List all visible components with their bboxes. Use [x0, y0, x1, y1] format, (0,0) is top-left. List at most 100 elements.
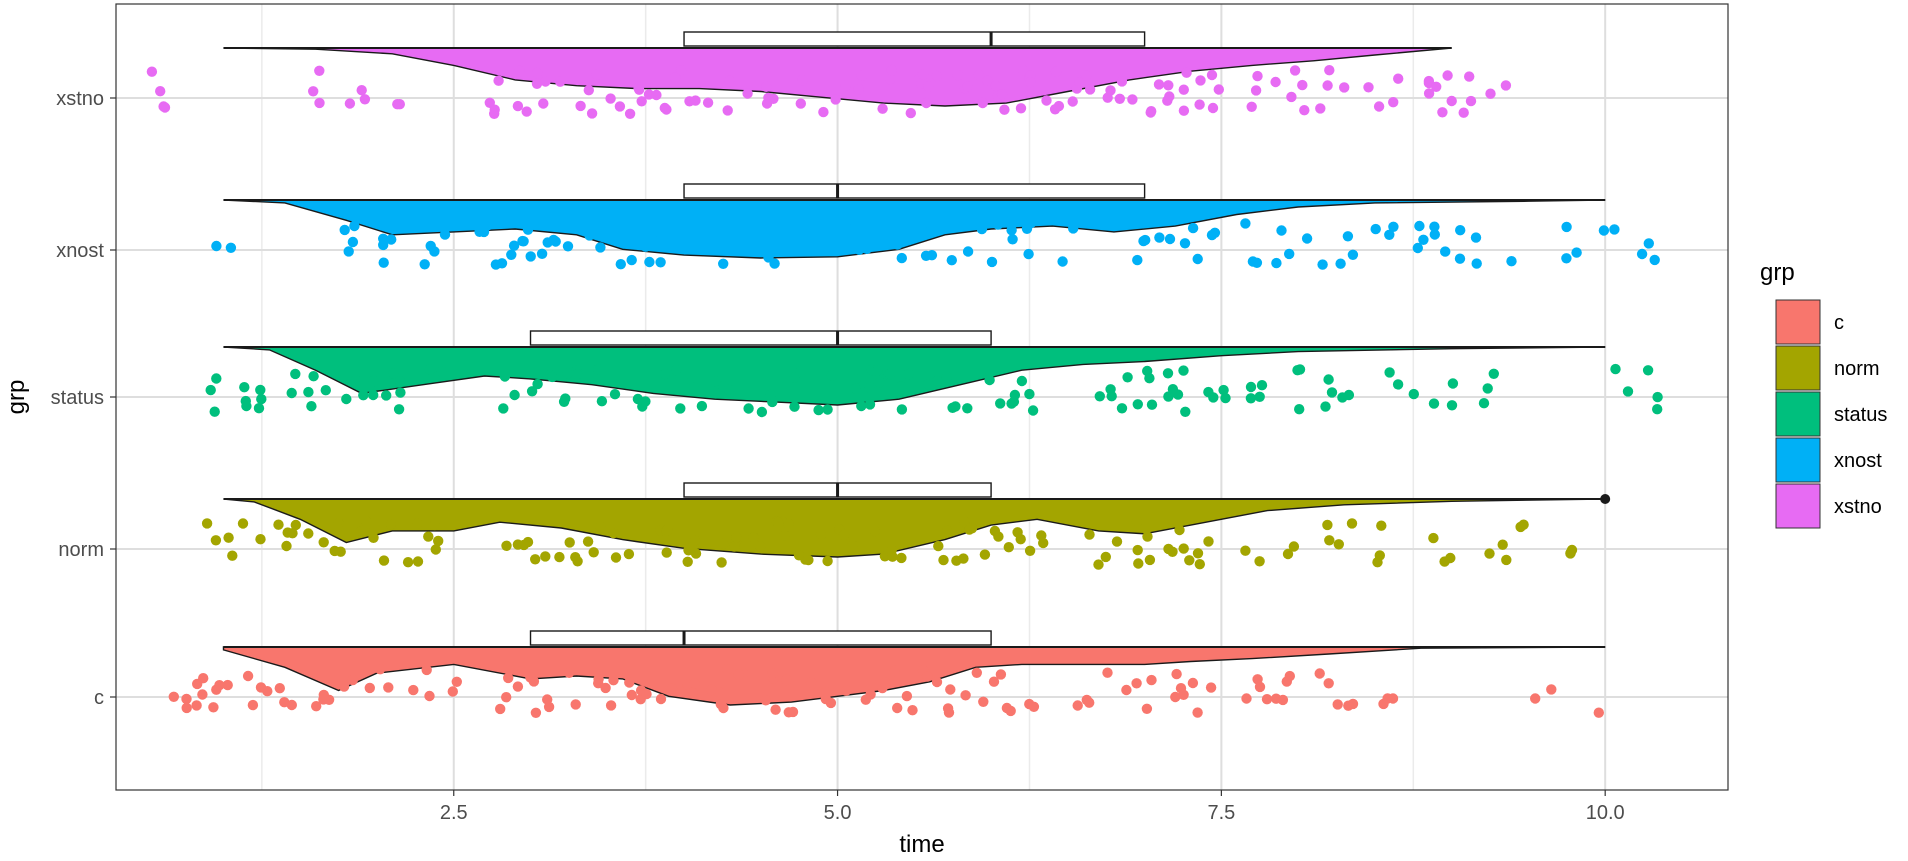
jitter-point [588, 547, 599, 558]
legend-label-c: c [1834, 312, 1844, 334]
jitter-point [789, 401, 800, 412]
jitter-point [512, 681, 524, 692]
jitter-point [1333, 539, 1345, 550]
jitter-point [999, 104, 1010, 115]
jitter-point [1187, 222, 1199, 234]
jitter-point [1138, 235, 1149, 247]
jitter-point [247, 699, 259, 711]
jitter-point [850, 383, 861, 394]
jitter-point [902, 224, 913, 236]
y-tick-label: xstno [56, 88, 104, 110]
jitter-point [287, 528, 298, 539]
jitter-point [1132, 254, 1143, 266]
jitter-point [610, 552, 622, 563]
jitter-point [572, 369, 583, 380]
jitter-point [209, 406, 220, 417]
jitter-point [995, 398, 1006, 409]
jitter-point [1423, 75, 1435, 87]
jitter-point [210, 535, 222, 546]
jitter-point [262, 686, 273, 697]
jitter-point [977, 97, 988, 109]
jitter-point [1015, 103, 1027, 114]
jitter-point [347, 674, 358, 686]
jitter-point [659, 368, 671, 380]
jitter-point [1384, 367, 1395, 378]
jitter-point [421, 664, 432, 676]
jitter-point [343, 246, 354, 257]
jitter-point [378, 257, 389, 268]
jitter-point [825, 223, 836, 234]
jitter-point [1220, 392, 1231, 404]
jitter-point [661, 547, 672, 558]
jitter-point [892, 702, 903, 714]
jitter-point [1446, 400, 1458, 411]
jitter-point [205, 384, 216, 396]
jitter-point [394, 376, 406, 387]
jitter-point [1050, 66, 1062, 77]
jitter-point [783, 518, 794, 530]
jitter-points [146, 64, 1663, 718]
jitter-point [359, 94, 371, 105]
jitter-point [818, 106, 829, 118]
jitter-point [895, 381, 907, 392]
jitter-point [757, 217, 769, 228]
jitter-point [1315, 103, 1326, 114]
jitter-point [447, 686, 458, 697]
jitter-point [706, 218, 718, 229]
legend-items: c norm status xnost xstno [1775, 299, 1887, 529]
jitter-point [609, 389, 621, 400]
jitter-point [364, 682, 375, 694]
jitter-point [198, 673, 209, 684]
jitter-point [522, 224, 534, 235]
jitter-point [1023, 248, 1034, 260]
jitter-point [1610, 363, 1621, 375]
jitter-point [393, 404, 405, 415]
jitter-point [1440, 246, 1451, 257]
legend-label-xnost: xnost [1834, 450, 1882, 472]
jitter-point [905, 107, 916, 119]
jitter-point [1289, 65, 1301, 76]
jitter-point [201, 518, 213, 529]
jitter-point [1174, 524, 1185, 536]
jitter-point [725, 220, 736, 231]
jitter-point [1245, 381, 1257, 393]
jitter-point [874, 377, 885, 388]
jitter-point [885, 368, 896, 380]
jitter-point [770, 704, 781, 715]
jitter-point [669, 72, 681, 84]
jitter-point [1164, 91, 1175, 102]
jitter-point [318, 537, 329, 548]
jitter-point [540, 551, 551, 562]
jitter-point [853, 83, 864, 95]
jitter-point [626, 236, 638, 247]
jitter-point [989, 525, 1001, 537]
jitter-point [1144, 554, 1156, 566]
jitter-point [439, 229, 451, 240]
jitter-point [1270, 76, 1281, 88]
jitter-point [682, 556, 693, 567]
jitter-point [211, 240, 222, 252]
jitter-point [1206, 229, 1218, 241]
jitter-point [383, 682, 394, 693]
jitter-point [1213, 84, 1225, 95]
jitter-point [1067, 96, 1078, 107]
jitter-point [214, 680, 225, 691]
jitter-point [146, 66, 158, 77]
jitter-point [1652, 391, 1663, 403]
box-status [529, 330, 992, 346]
jitter-point [783, 218, 794, 230]
jitter-point [979, 549, 991, 560]
jitter-point [368, 532, 379, 543]
jitter-point [349, 220, 360, 232]
jitter-point [962, 403, 973, 414]
jitter-point [748, 532, 759, 543]
jitter-point [1471, 258, 1482, 269]
jitter-point [864, 399, 876, 410]
jitter-point [593, 678, 604, 689]
jitter-point [385, 519, 397, 530]
jitter-point [1593, 707, 1605, 718]
jitter-point [605, 700, 617, 711]
jitter-point [474, 226, 485, 237]
jitter-point [781, 674, 792, 686]
jitter-point [1207, 102, 1219, 114]
